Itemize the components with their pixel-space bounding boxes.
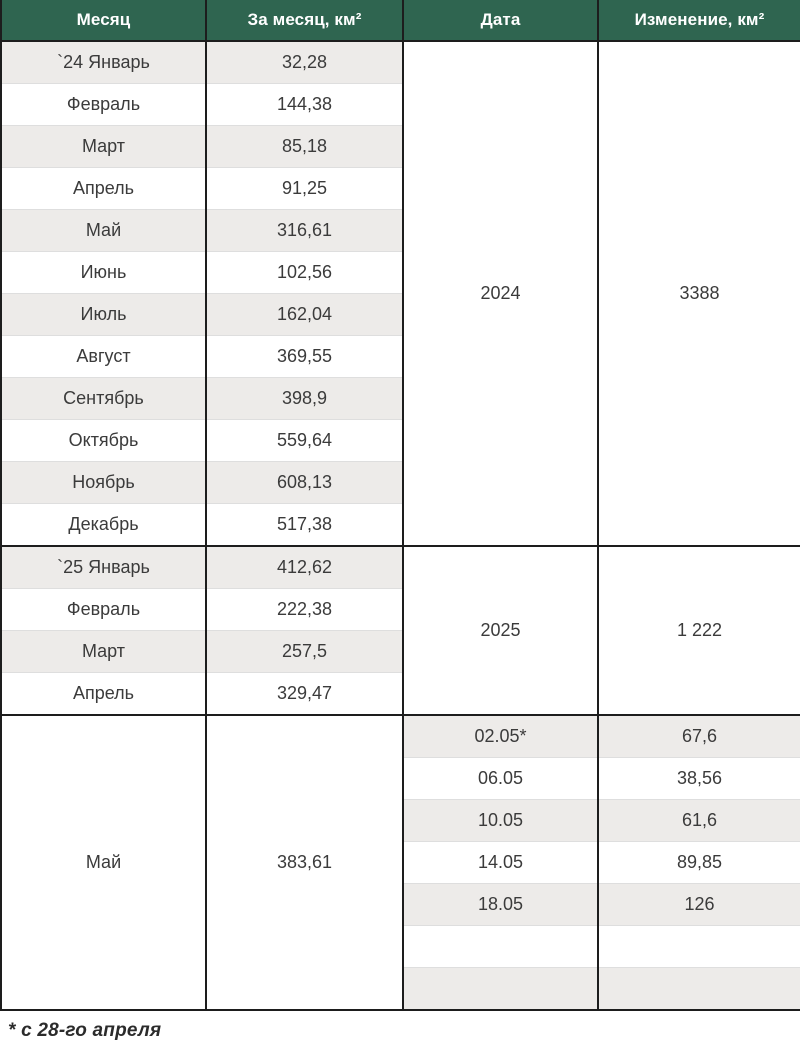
column-header-value[interactable]: За месяц, км² [206, 0, 404, 42]
table-row: Март 85,18 [0, 125, 800, 168]
cell-value[interactable]: 91,25 [206, 167, 404, 210]
table-row [1, 967, 800, 1011]
cell-change[interactable]: 61,6 [598, 799, 800, 842]
cell-month[interactable]: Август [0, 335, 207, 378]
cell-value[interactable]: 517,38 [206, 503, 404, 547]
cell-month[interactable]: Сентябрь [0, 377, 207, 420]
cell-month[interactable]: Март [0, 630, 207, 673]
table-row: Декабрь 517,38 [0, 503, 800, 547]
cell-change[interactable] [598, 967, 800, 1011]
cell-month[interactable]: Февраль [0, 588, 207, 631]
cell-value[interactable]: 257,5 [206, 630, 404, 673]
cell-value[interactable]: 162,04 [206, 293, 404, 336]
table-row: 18.05 126 [1, 883, 800, 926]
cell-month-may[interactable]: Май [0, 714, 207, 1011]
cell-value[interactable]: 329,47 [206, 672, 404, 716]
footnote-text: * с 28-го апреля [8, 1020, 162, 1041]
cell-month[interactable]: Октябрь [0, 419, 207, 462]
table-row: 14.05 89,85 [1, 841, 800, 884]
table-row: Май 383,61 02.05* 67,6 [0, 714, 800, 1011]
cell-date[interactable]: 06.05 [403, 757, 599, 800]
cell-date[interactable]: 10.05 [403, 799, 599, 842]
table-row: `24 Январь 32,28 2024 3388 [0, 41, 800, 547]
cell-change-2024[interactable]: 3388 [598, 41, 800, 547]
table-row: 10.05 61,6 [1, 799, 800, 842]
cell-date[interactable]: 14.05 [403, 841, 599, 884]
cell-change[interactable] [598, 925, 800, 968]
cell-month[interactable]: Июнь [0, 251, 207, 294]
cell-month[interactable]: Июль [0, 293, 207, 336]
cell-month[interactable]: Май [0, 209, 207, 252]
cell-value[interactable]: 559,64 [206, 419, 404, 462]
cell-value[interactable]: 412,62 [206, 545, 404, 589]
cell-year-2025[interactable]: 2025 [403, 545, 599, 716]
table-row: Май 316,61 [0, 209, 800, 252]
cell-month[interactable]: `24 Январь [0, 41, 207, 84]
table-row: Февраль 144,38 [0, 83, 800, 126]
cell-value[interactable]: 316,61 [206, 209, 404, 252]
table-row: Март 257,5 [0, 630, 800, 673]
cell-month[interactable]: Апрель [0, 672, 207, 716]
cell-change[interactable]: 67,6 [598, 714, 800, 758]
cell-value[interactable]: 85,18 [206, 125, 404, 168]
column-header-month[interactable]: Месяц [0, 0, 207, 42]
cell-change[interactable]: 89,85 [598, 841, 800, 884]
column-header-change[interactable]: Изменение, км² [598, 0, 800, 42]
cell-value[interactable]: 608,13 [206, 461, 404, 504]
table-row: Август 369,55 [0, 335, 800, 378]
cell-month[interactable]: Март [0, 125, 207, 168]
cell-value[interactable]: 32,28 [206, 41, 404, 84]
table-row: Октябрь 559,64 [0, 419, 800, 462]
cell-value[interactable]: 144,38 [206, 83, 404, 126]
cell-change[interactable]: 126 [598, 883, 800, 926]
cell-month[interactable]: Апрель [0, 167, 207, 210]
cell-date[interactable] [403, 967, 599, 1011]
cell-value[interactable]: 102,56 [206, 251, 404, 294]
cell-value[interactable]: 369,55 [206, 335, 404, 378]
cell-change[interactable]: 38,56 [598, 757, 800, 800]
table-row: Июнь 102,56 [0, 251, 800, 294]
table-row: 06.05 38,56 [1, 757, 800, 800]
table-header: Месяц За месяц, км² Дата Изменение, км² [0, 0, 800, 42]
cell-value[interactable]: 222,38 [206, 588, 404, 631]
cell-month[interactable]: Декабрь [0, 503, 207, 547]
cell-date[interactable] [403, 925, 599, 968]
cell-date[interactable]: 02.05* [403, 714, 599, 758]
table-body: `24 Январь 32,28 2024 3388 Февраль 144,3… [0, 41, 800, 1011]
table-row: Июль 162,04 [0, 293, 800, 336]
cell-year-2024[interactable]: 2024 [403, 41, 599, 547]
cell-change-2025[interactable]: 1 222 [598, 545, 800, 716]
table-row [1, 925, 800, 968]
table-row: Февраль 222,38 [0, 588, 800, 631]
data-table: Месяц За месяц, км² Дата Изменение, км² … [0, 0, 800, 1011]
table-row: `25 Январь 412,62 2025 1 222 [0, 545, 800, 716]
cell-value[interactable]: 398,9 [206, 377, 404, 420]
table-row: Сентябрь 398,9 [0, 377, 800, 420]
cell-month[interactable]: Февраль [0, 83, 207, 126]
table-row: Ноябрь 608,13 [0, 461, 800, 504]
cell-value-may[interactable]: 383,61 [206, 714, 404, 1011]
cell-month[interactable]: Ноябрь [0, 461, 207, 504]
header-row: Месяц За месяц, км² Дата Изменение, км² [0, 0, 800, 42]
cell-month[interactable]: `25 Январь [0, 545, 207, 589]
column-header-date[interactable]: Дата [403, 0, 599, 42]
cell-date[interactable]: 18.05 [403, 883, 599, 926]
table-row: Апрель 91,25 [0, 167, 800, 210]
